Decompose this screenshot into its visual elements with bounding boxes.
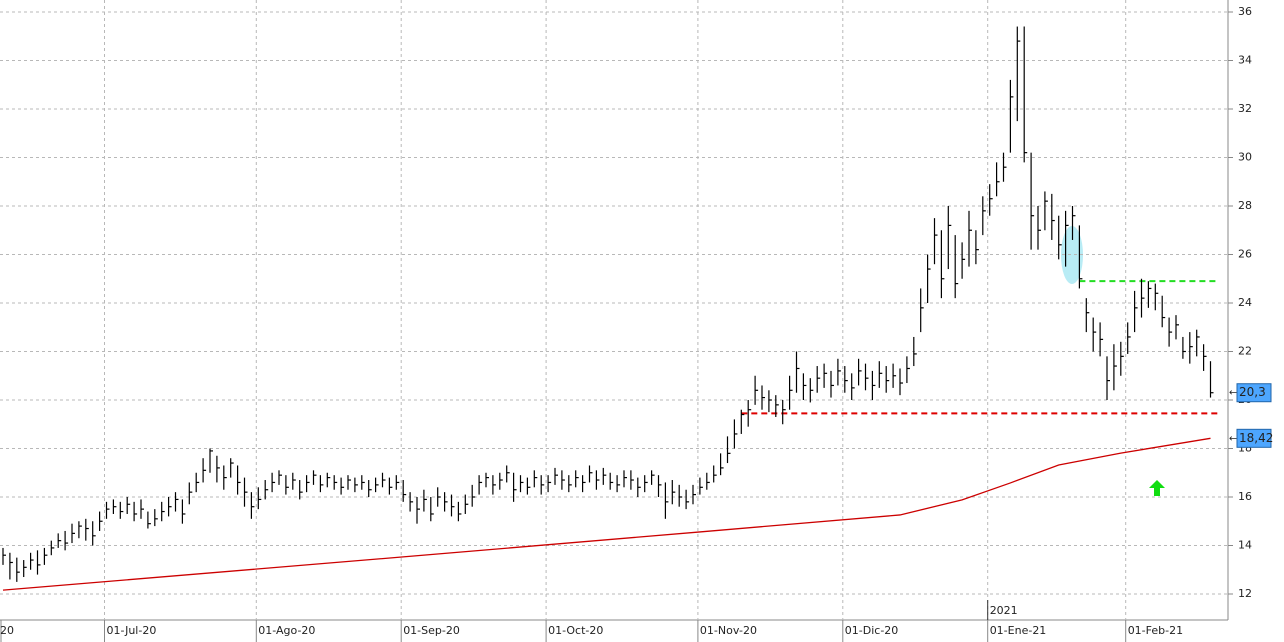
x-tick-label: 01-Nov-20 <box>700 624 757 637</box>
y-tick-label: 34 <box>1238 54 1252 67</box>
x-tick-label: 01-Jul-20 <box>107 624 157 637</box>
x-tick-label: 01-Ago-20 <box>258 624 315 637</box>
y-tick-label: 14 <box>1238 539 1252 552</box>
value-label: 20,3 <box>1239 385 1266 399</box>
y-tick-label: 22 <box>1238 345 1252 358</box>
value-box <box>1236 383 1272 403</box>
x-tick-label: 01-Dic-20 <box>845 624 899 637</box>
y-tick-label: 30 <box>1238 151 1252 164</box>
x-tick-label: 20 <box>0 624 14 637</box>
y-tick-label: 12 <box>1238 587 1252 600</box>
highlight-ellipse <box>1061 226 1083 284</box>
value-label: 18,42 <box>1239 431 1273 445</box>
y-tick-label: 26 <box>1238 248 1252 261</box>
x-tick-label: 01-Feb-21 <box>1128 624 1183 637</box>
value-arrow: ← <box>1229 388 1237 399</box>
value-box <box>1236 428 1272 448</box>
x-tick-label: 01-Ene-21 <box>990 624 1047 637</box>
up-arrow <box>1149 480 1165 496</box>
x-tick-label: 01-Sep-20 <box>403 624 460 637</box>
y-tick-label: 28 <box>1238 199 1252 212</box>
y-tick-label: 36 <box>1238 5 1252 18</box>
y-tick-label: 32 <box>1238 102 1252 115</box>
y-tick-label: 16 <box>1238 490 1252 503</box>
moving-average <box>2 437 1211 591</box>
x-tick-label: 01-Oct-20 <box>548 624 603 637</box>
value-arrow: ← <box>1229 433 1237 444</box>
year-label: 2021 <box>990 604 1018 617</box>
y-tick-label: 24 <box>1238 296 1252 309</box>
